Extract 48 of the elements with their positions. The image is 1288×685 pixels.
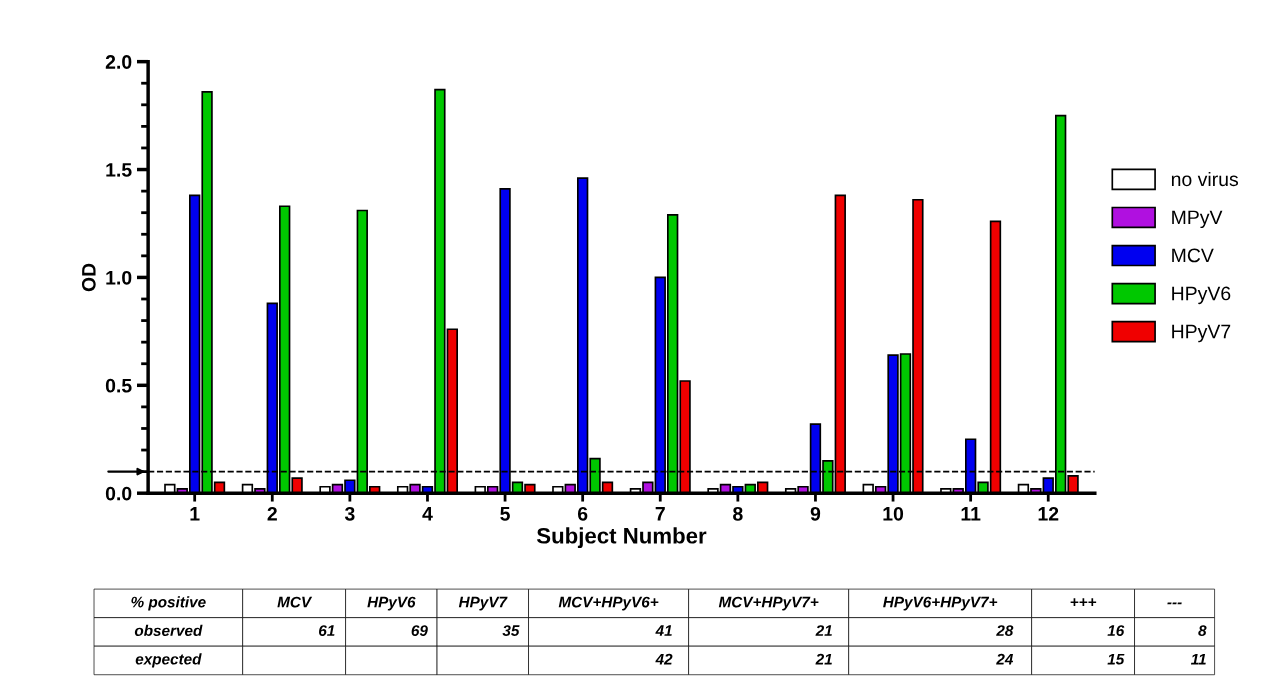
x-tick-label: 12 (1038, 506, 1059, 521)
y-axis-title: OD (81, 263, 96, 292)
text: MCV+HPyV7+ (718, 596, 819, 611)
text: 16 (1107, 625, 1125, 637)
x-tick-label: 6 (577, 506, 588, 521)
text: HPyV6 (367, 596, 416, 611)
x-tick-label: 3 (344, 506, 355, 521)
y-tick-label: 0.5 (105, 378, 132, 393)
y-tick-label: 1.5 (106, 163, 132, 177)
text: MCV+HPyV6+ (558, 596, 659, 611)
text: 8 (1198, 625, 1207, 637)
x-tick-label: 11 (961, 507, 981, 521)
legend-label: no virus (1171, 171, 1239, 187)
x-tick-label: 2 (267, 506, 277, 521)
legend-label: HPyV7 (1172, 324, 1231, 343)
text: 69 (411, 625, 428, 637)
x-tick-label: 1 (190, 507, 200, 521)
x-tick-label: 5 (500, 507, 510, 521)
y-tick-label: 1.0 (106, 270, 132, 285)
text: +++ (1070, 598, 1097, 607)
x-axis-title: Subject Number (536, 527, 707, 549)
legend-label: MCV (1172, 248, 1214, 263)
text: --- (1167, 602, 1182, 605)
y-tick-label: 2.0 (105, 55, 132, 69)
text: 35 (502, 625, 520, 637)
text: 24 (996, 653, 1014, 665)
x-tick-label: 4 (422, 507, 433, 521)
legend-label: MPyV (1172, 210, 1223, 229)
text: 28 (996, 625, 1014, 637)
text: HPyV6+HPyV7+ (883, 596, 998, 611)
text: observed (134, 624, 203, 637)
text: % positive (131, 596, 206, 611)
x-tick-label: 8 (733, 506, 743, 521)
x-tick-label: 9 (810, 506, 821, 521)
text: MCV (277, 596, 313, 608)
text: 11 (1190, 653, 1206, 665)
x-tick-label: 10 (883, 506, 904, 521)
text: 21 (815, 625, 832, 636)
legend-label: HPyV6 (1172, 286, 1231, 305)
text: 61 (319, 625, 335, 637)
text: 21 (815, 653, 832, 665)
text: HPyV7 (458, 596, 508, 611)
y-tick-label: 0.0 (105, 486, 132, 501)
text: expected (135, 653, 202, 668)
text: 42 (655, 653, 673, 665)
text: 41 (655, 625, 672, 636)
x-tick-label: 7 (655, 507, 665, 521)
text: 15 (1107, 653, 1125, 665)
